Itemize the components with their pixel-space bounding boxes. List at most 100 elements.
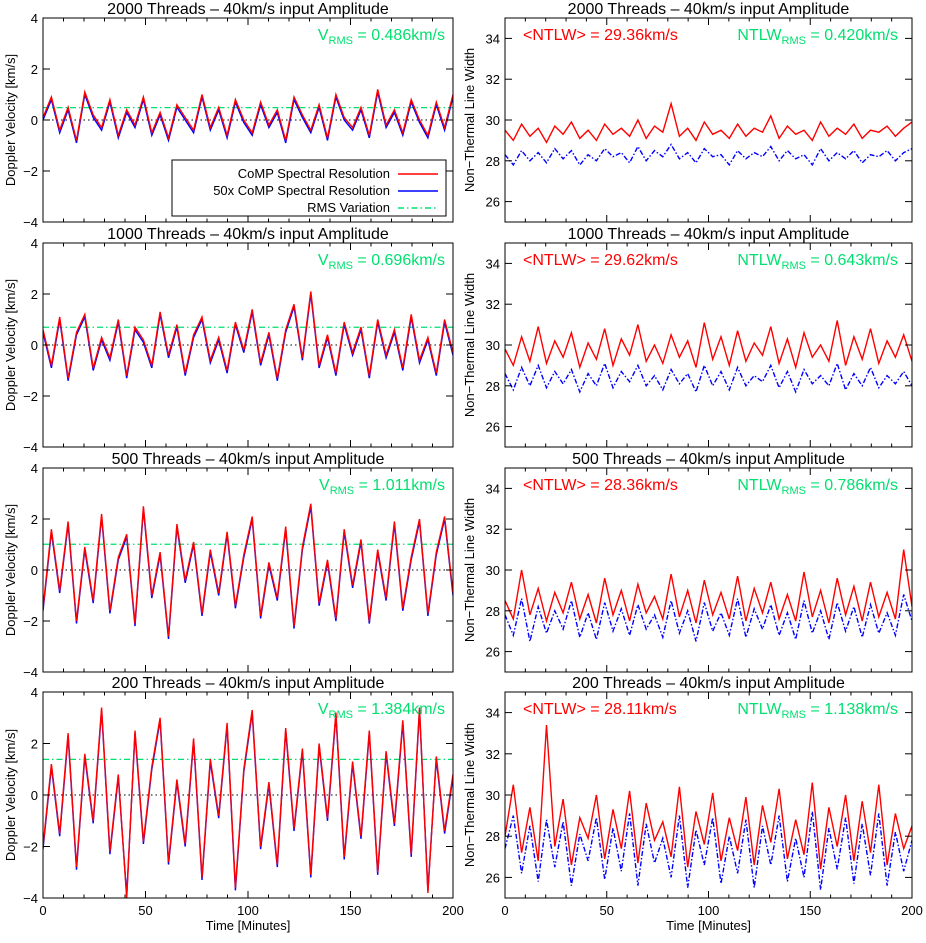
series-comp	[43, 89, 453, 141]
panel-title: 500 Threads – 40km/s input Amplitude	[572, 451, 845, 468]
series-comp	[505, 101, 912, 144]
y-tick-label: 32	[486, 297, 500, 312]
y-tick-label: 2	[31, 737, 38, 752]
panel-3: 1000 Threads – 40km/s input Amplitude Dop…	[3, 226, 454, 455]
y-tick-label: 32	[486, 522, 500, 537]
plot-frame	[504, 467, 913, 673]
panel-4: 1000 Threads – 40km/s input Amplitude Non…	[462, 226, 913, 448]
y-tick-label: 26	[486, 195, 500, 210]
x-axis-label: Time [Minutes]	[666, 918, 751, 933]
y-tick-label: 34	[486, 31, 500, 46]
y-tick-label: 2	[31, 287, 38, 302]
series-50x-comp	[505, 361, 912, 394]
panel-title: 200 Threads – 40km/s input Amplitude	[572, 675, 845, 692]
y-tick-label: 30	[486, 113, 500, 128]
y-tick-label: −4	[23, 665, 38, 680]
legend-label: 50x CoMP Spectral Resolution	[213, 183, 390, 198]
y-tick-label: 30	[486, 338, 500, 353]
x-tick-label: 0	[501, 903, 508, 918]
annotation: VRMS = 0.486km/s	[318, 27, 445, 47]
y-axis-label: Doppler Velocity [km/s]	[3, 504, 18, 636]
y-tick-label: 34	[486, 481, 500, 496]
series-50x-comp	[505, 143, 912, 167]
series-50x-comp	[43, 506, 453, 639]
y-axis-label: Doppler Velocity [km/s]	[3, 279, 18, 411]
series-50x-comp	[505, 811, 912, 890]
y-tick-label: 34	[486, 256, 500, 271]
y-tick-label: −4	[23, 215, 38, 230]
panel-title: 1000 Threads – 40km/s input Amplitude	[568, 226, 850, 243]
y-axis-label: Non−Thermal Line Width	[462, 723, 477, 867]
series-comp	[43, 707, 453, 898]
x-tick-label: 200	[442, 903, 464, 918]
y-tick-label: 2	[31, 512, 38, 527]
plot-frame	[504, 691, 913, 899]
x-tick-label: 50	[138, 903, 152, 918]
annotation: <NTLW> = 28.11km/s	[523, 701, 677, 718]
annotation: NTLWRMS = 0.786km/s	[737, 477, 898, 497]
panel-2: 2000 Threads – 40km/s input Amplitude Non…	[462, 1, 913, 223]
x-tick-label: 0	[39, 903, 46, 918]
y-tick-label: 4	[31, 11, 38, 26]
series-comp	[505, 724, 912, 870]
y-tick-label: 26	[486, 420, 500, 435]
legend-label: CoMP Spectral Resolution	[238, 166, 390, 181]
annotation: <NTLW> = 28.36km/s	[523, 477, 678, 494]
y-tick-label: −4	[23, 891, 38, 906]
y-axis-label: Non−Thermal Line Width	[462, 48, 477, 192]
series-comp	[505, 320, 912, 371]
y-tick-label: 32	[486, 747, 500, 762]
panel-title: 200 Threads – 40km/s input Amplitude	[112, 675, 385, 692]
panel-title: 2000 Threads – 40km/s input Amplitude	[107, 1, 389, 18]
y-axis-label: Non−Thermal Line Width	[462, 498, 477, 642]
y-tick-label: 2	[31, 62, 38, 77]
x-tick-label: 50	[600, 903, 614, 918]
annotation: VRMS = 0.696km/s	[318, 252, 445, 272]
annotation: VRMS = 1.384km/s	[318, 701, 445, 721]
y-tick-label: 30	[486, 788, 500, 803]
y-axis-label: Doppler Velocity [km/s]	[3, 54, 18, 186]
y-tick-label: −2	[23, 164, 38, 179]
panel-6: 500 Threads – 40km/s input Amplitude Non−…	[462, 451, 913, 673]
y-tick-label: 0	[31, 563, 38, 578]
annotation: <NTLW> = 29.36km/s	[523, 27, 678, 44]
panel-title: 500 Threads – 40km/s input Amplitude	[112, 451, 385, 468]
x-tick-label: 150	[799, 903, 821, 918]
y-tick-label: −4	[23, 440, 38, 455]
x-tick-label: 100	[237, 903, 259, 918]
y-axis-label: Non−Thermal Line Width	[462, 273, 477, 417]
legend-box	[171, 159, 447, 217]
y-tick-label: 4	[31, 461, 38, 476]
annotation: VRMS = 1.011km/s	[319, 477, 445, 497]
legend: CoMP Spectral Resolution 50x CoMP Spectra…	[171, 159, 447, 217]
panel-1: 2000 Threads – 40km/s input Amplitude Dop…	[3, 1, 454, 230]
annotation: NTLWRMS = 0.643km/s	[737, 252, 898, 272]
y-tick-label: 0	[31, 338, 38, 353]
y-axis-label: Doppler Velocity [km/s]	[3, 729, 18, 861]
y-tick-label: 26	[486, 870, 500, 885]
plot-frame	[504, 17, 913, 223]
series-comp	[43, 291, 453, 379]
series-comp	[505, 549, 912, 624]
annotation: NTLWRMS = 1.138km/s	[737, 701, 898, 721]
legend-label: RMS Variation	[307, 200, 390, 215]
y-tick-label: −2	[23, 614, 38, 629]
series-comp	[43, 503, 453, 637]
y-tick-label: 28	[486, 154, 500, 169]
panel-8: 200 Threads – 40km/s input Amplitude Non−…	[462, 675, 923, 933]
y-tick-label: 4	[31, 685, 38, 700]
x-tick-label: 200	[901, 903, 923, 918]
x-axis-label: Time [Minutes]	[206, 918, 291, 933]
y-tick-label: 26	[486, 645, 500, 660]
y-tick-label: 32	[486, 72, 500, 87]
y-tick-label: 34	[486, 706, 500, 721]
panel-7: 200 Threads – 40km/s input Amplitude Dopp…	[3, 675, 464, 933]
y-tick-label: −2	[23, 389, 38, 404]
x-tick-label: 150	[340, 903, 362, 918]
y-tick-label: 28	[486, 379, 500, 394]
x-tick-label: 100	[698, 903, 720, 918]
y-tick-label: 4	[31, 236, 38, 251]
y-tick-label: 28	[486, 829, 500, 844]
panel-5: 500 Threads – 40km/s input Amplitude Dopp…	[3, 451, 454, 680]
